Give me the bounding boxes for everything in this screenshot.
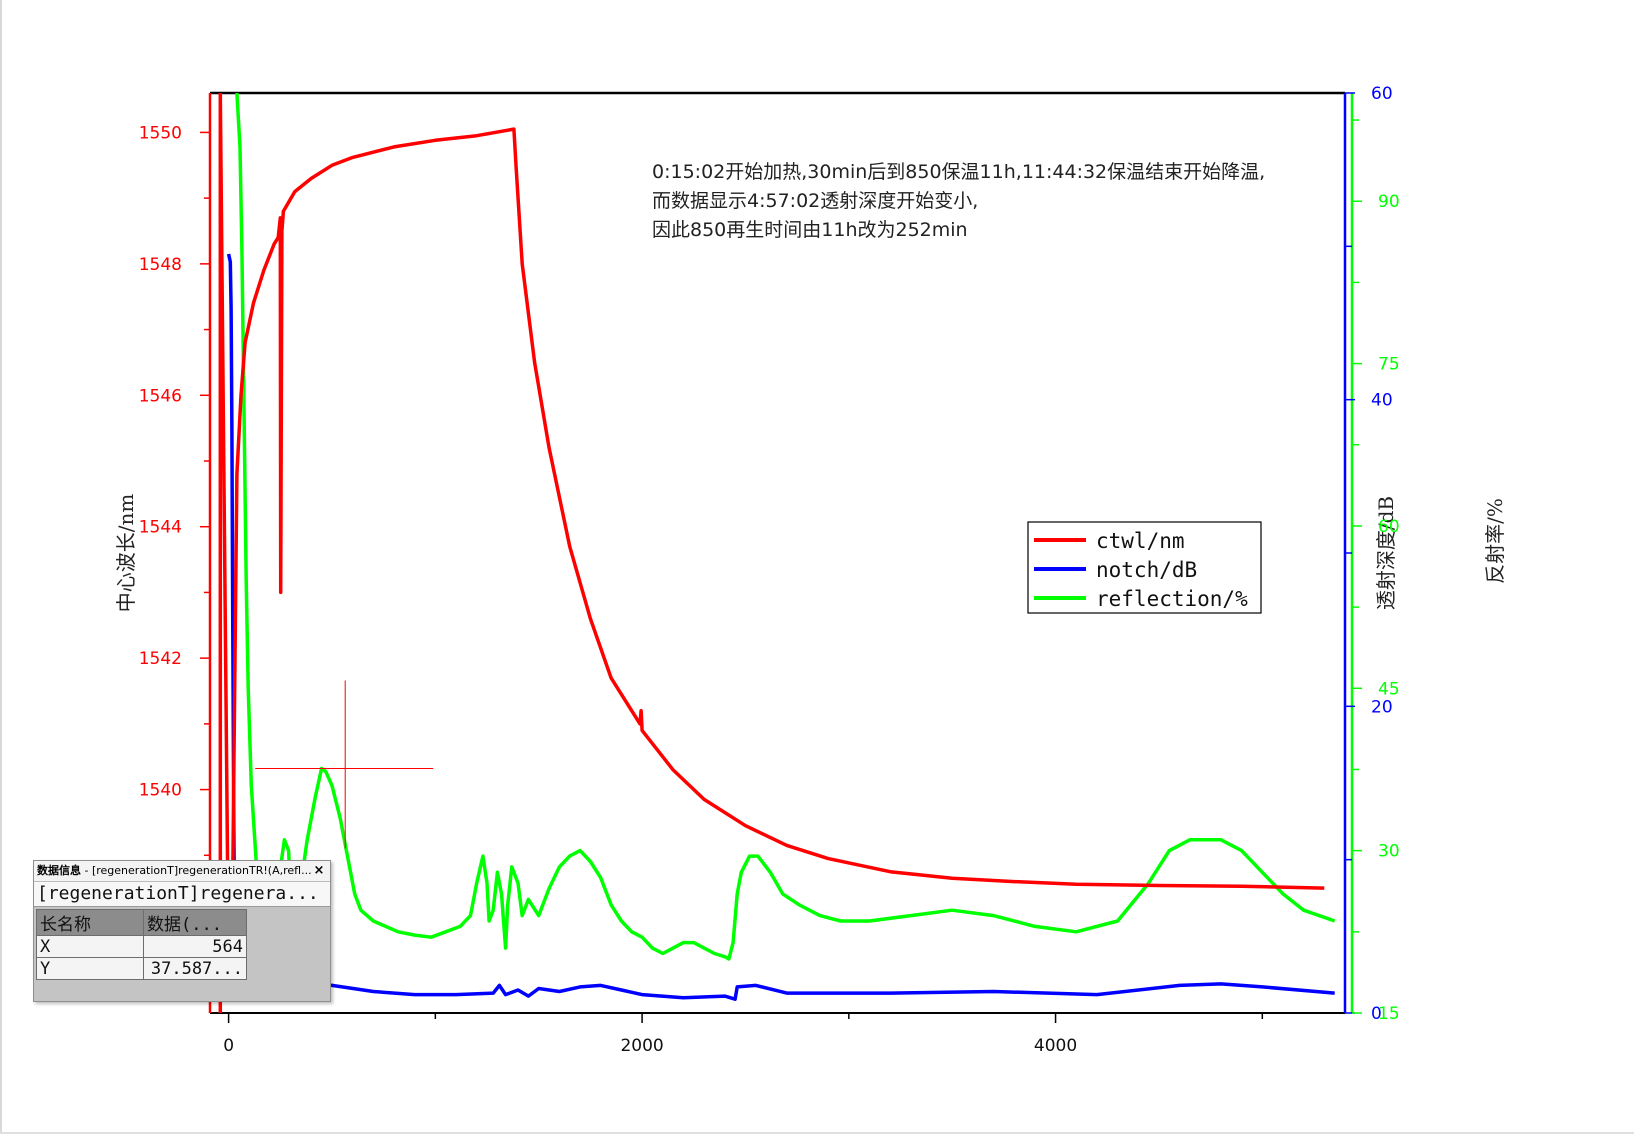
window-bottom-edge: [0, 1132, 1634, 1134]
series-line-ctwl: [218, 93, 1325, 1013]
x-tick-label: 4000: [1034, 1036, 1077, 1056]
table-cell-label: X: [36, 935, 144, 958]
annotation-line-1: 0:15:02开始加热,30min后到850保温11h,11:44:32保温结束…: [652, 161, 1265, 183]
right2-tick-label: 30: [1378, 842, 1400, 862]
table-cell-value: 564: [143, 935, 247, 958]
data-info-window[interactable]: 数据信息 - [regenerationT]regenerationTR!(A,…: [33, 860, 331, 1002]
x-tick-label: 2000: [620, 1036, 663, 1056]
right2-tick-label: 60: [1378, 517, 1400, 537]
table-row: X 564: [36, 935, 247, 958]
right1-axis-title: 透射深度/dB: [1374, 496, 1398, 610]
left-tick-label: 1540: [139, 781, 182, 801]
left-axis-title: 中心波长/nm: [114, 494, 138, 613]
data-info-dataset-name: [regenerationT]regenera...: [34, 882, 330, 907]
chart-annotation: 0:15:02开始加热,30min后到850保温11h,11:44:32保温结束…: [652, 161, 1265, 241]
chart-legend[interactable]: ctwl/nm notch/dB reflection/%: [1027, 521, 1262, 614]
data-info-title: 数据信息: [37, 864, 81, 877]
x-tick-label: 0: [223, 1036, 234, 1056]
right1-tick-label: 0: [1371, 1004, 1382, 1024]
right2-tick-label: 15: [1378, 1004, 1400, 1024]
crosshair-cursor: [255, 680, 434, 849]
table-header-data: 数据(...: [143, 909, 247, 936]
left-tick-label: 1550: [139, 123, 182, 143]
right1-tick-label: 40: [1371, 391, 1393, 411]
chart-axes: 0 2000 4000154015421544154615481550中心波长/nm…: [114, 84, 1507, 1056]
right2-axis-title: 反射率/%: [1483, 498, 1507, 584]
left-tick-label: 1542: [139, 649, 182, 669]
table-row: Y 37.587...: [36, 957, 247, 980]
legend-label-notch: notch/dB: [1096, 558, 1197, 582]
data-info-table: 长名称 数据(... X 564 Y 37.587...: [36, 909, 247, 980]
annotation-line-3: 因此850再生时间由11h改为252min: [652, 219, 968, 241]
legend-label-ctwl: ctwl/nm: [1096, 529, 1185, 553]
right1-tick-label: 60: [1371, 84, 1393, 104]
table-header-row: 长名称 数据(...: [36, 909, 247, 936]
table-cell-value: 37.587...: [143, 957, 247, 980]
data-info-title-detail: - [regenerationT]regenerationTR!(A,refl.…: [81, 864, 312, 877]
left-tick-label: 1544: [139, 518, 182, 538]
legend-label-reflection: reflection/%: [1096, 587, 1248, 611]
left-tick-label: 1546: [139, 386, 182, 406]
series-line-notch: [226, 253, 1335, 1001]
data-info-titlebar[interactable]: 数据信息 - [regenerationT]regenerationTR!(A,…: [34, 861, 330, 882]
window-left-edge: [0, 0, 2, 1134]
right2-tick-label: 45: [1378, 679, 1400, 699]
right1-tick-label: 20: [1371, 697, 1393, 717]
table-cell-label: Y: [36, 957, 144, 980]
close-icon[interactable]: ×: [313, 863, 325, 878]
right2-tick-label: 90: [1378, 192, 1400, 212]
annotation-line-2: 而数据显示4:57:02透射深度开始变小,: [652, 190, 978, 212]
table-header-long-name: 长名称: [36, 909, 144, 936]
right2-tick-label: 75: [1378, 355, 1400, 375]
left-tick-label: 1548: [139, 255, 182, 275]
